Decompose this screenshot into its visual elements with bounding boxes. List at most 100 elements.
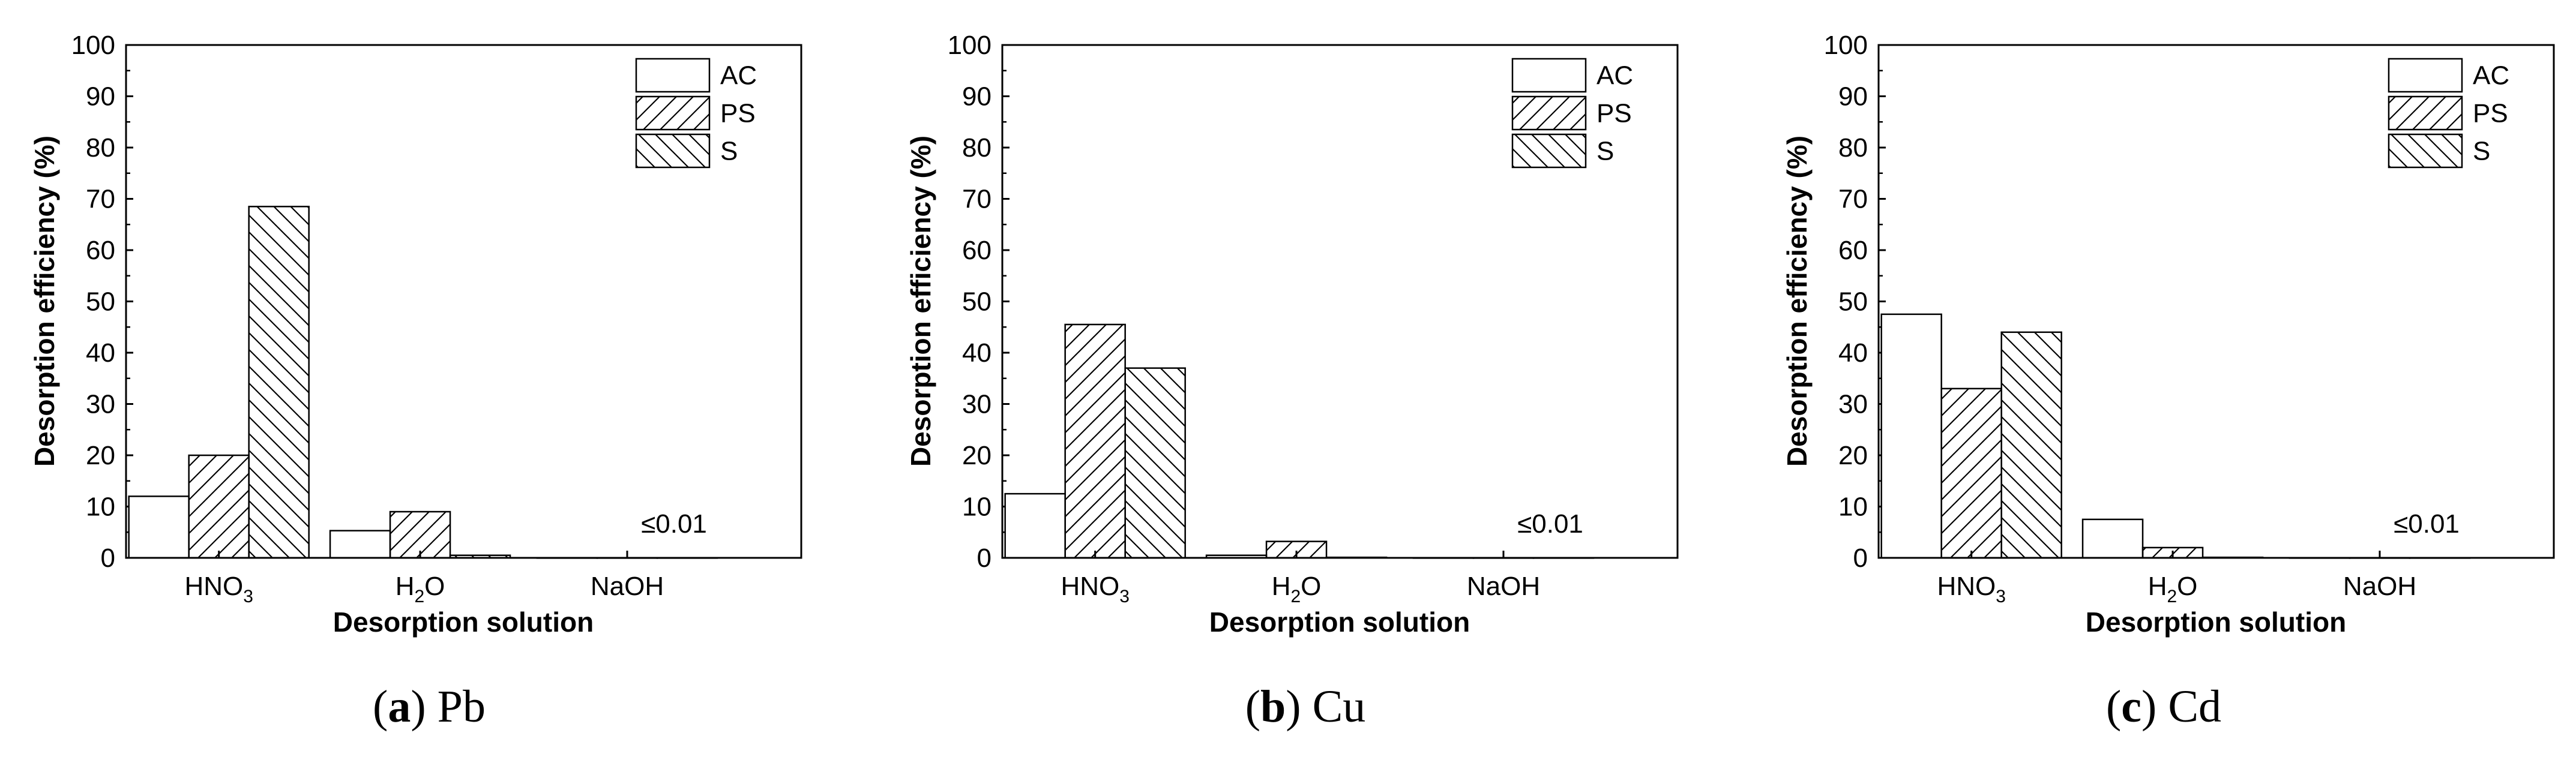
bar-ps bbox=[1940, 387, 2002, 559]
bar-ac bbox=[2081, 518, 2144, 559]
annotation-naoh: ≤0.01 bbox=[1517, 509, 1583, 539]
ytick-label: 40 bbox=[1838, 338, 1868, 368]
bar-ps bbox=[1064, 323, 1126, 559]
legend-label-s: S bbox=[1596, 137, 1614, 166]
xtick-label-base: HNO bbox=[1061, 572, 1119, 601]
bars bbox=[1004, 323, 1595, 559]
ytick-label: 20 bbox=[962, 441, 992, 470]
annotation-naoh: ≤0.01 bbox=[641, 509, 707, 539]
ytick-label: 70 bbox=[86, 185, 115, 214]
caption-text: Cu bbox=[1312, 681, 1366, 732]
annotation-naoh: ≤0.01 bbox=[2394, 509, 2460, 539]
ytick-marks bbox=[126, 44, 133, 559]
bar-ac bbox=[1004, 492, 1066, 559]
legend-swatch-ps bbox=[635, 95, 711, 131]
panel-caption: (a) Pb bbox=[373, 681, 486, 732]
xtick-label-base: H bbox=[1272, 572, 1291, 601]
xtick-label-subscript: 2 bbox=[2167, 587, 2177, 606]
y-axis-label: Desorption efficiency (%) bbox=[905, 136, 936, 467]
bar-s bbox=[2000, 331, 2062, 559]
bar-ac bbox=[1880, 313, 1942, 559]
legend-swatch-s bbox=[2388, 133, 2463, 169]
xtick-label-tail: O bbox=[1301, 572, 1321, 601]
ytick-label: 80 bbox=[1838, 133, 1868, 163]
ytick-labels: 0 10 20 30 40 50 60 70 80 90 100 bbox=[71, 31, 115, 573]
xtick-label: NaOH bbox=[591, 572, 664, 601]
chart-panel-pb: 0 10 20 30 40 50 60 70 80 90 100 HNO3 H2O NaOH Desor… bbox=[0, 0, 858, 757]
ytick-label: 0 bbox=[1853, 543, 1868, 573]
xtick-label: H2O bbox=[2148, 572, 2198, 606]
ytick-label: 10 bbox=[1838, 492, 1868, 522]
xtick-label-base: NaOH bbox=[2343, 572, 2416, 601]
bars bbox=[128, 206, 718, 559]
panel-caption: (b) Cu bbox=[1245, 681, 1366, 732]
xtick-labels: HNO3 H2O NaOH bbox=[1937, 572, 2416, 606]
legend: AC PS S bbox=[2388, 58, 2509, 169]
xtick-label-subscript: 2 bbox=[414, 587, 424, 606]
xtick-label-subscript: 2 bbox=[1290, 587, 1301, 606]
ytick-label: 60 bbox=[962, 236, 992, 265]
ytick-label: 10 bbox=[86, 492, 115, 522]
ytick-label: 10 bbox=[962, 492, 992, 522]
legend: AC PS S bbox=[635, 58, 757, 169]
ytick-label: 50 bbox=[1838, 287, 1868, 317]
ytick-label: 70 bbox=[1838, 185, 1868, 214]
y-axis-label: Desorption efficiency (%) bbox=[1781, 136, 1813, 467]
x-axis-label: Desorption solution bbox=[333, 606, 594, 638]
legend-label-ac: AC bbox=[1596, 61, 1633, 91]
caption-letter: c bbox=[2121, 681, 2142, 732]
xtick-label-base: NaOH bbox=[1467, 572, 1540, 601]
caption-text: Cd bbox=[2168, 681, 2222, 732]
ytick-label: 20 bbox=[86, 441, 115, 470]
ytick-label: 90 bbox=[1838, 82, 1868, 112]
plot-frame bbox=[1877, 44, 2555, 559]
legend-swatch-ac bbox=[635, 58, 711, 93]
ytick-label: 90 bbox=[86, 82, 115, 112]
bar-ps bbox=[188, 454, 250, 559]
legend-label-ps: PS bbox=[1596, 99, 1632, 128]
ytick-label: 60 bbox=[86, 236, 115, 265]
ytick-label: 80 bbox=[86, 133, 115, 163]
xtick-label: HNO3 bbox=[1937, 572, 2005, 606]
chart-svg-cd: 0 10 20 30 40 50 60 70 80 90 100 HNO3 H2O NaOH Desor… bbox=[1781, 31, 2555, 638]
xtick-label-base: H bbox=[396, 572, 415, 601]
bar-s bbox=[1124, 367, 1186, 559]
xtick-label: HNO3 bbox=[184, 572, 253, 606]
xtick-label: NaOH bbox=[1467, 572, 1540, 601]
xtick-label-base: HNO bbox=[1937, 572, 1996, 601]
ytick-label: 30 bbox=[86, 390, 115, 419]
ytick-label: 50 bbox=[86, 287, 115, 317]
xtick-label-base: NaOH bbox=[591, 572, 664, 601]
bar-ac bbox=[128, 495, 190, 559]
ytick-label: 80 bbox=[962, 133, 992, 163]
ytick-label: 100 bbox=[1824, 31, 1868, 60]
xtick-labels: HNO3 H2O NaOH bbox=[184, 572, 664, 606]
legend-swatch-ac bbox=[1511, 58, 1587, 93]
ytick-label: 30 bbox=[962, 390, 992, 419]
xtick-labels: HNO3 H2O NaOH bbox=[1061, 572, 1540, 606]
y-axis-label: Desorption efficiency (%) bbox=[29, 136, 60, 467]
legend-swatch-ps bbox=[2388, 95, 2463, 131]
chart-panel-cu: 0 10 20 30 40 50 60 70 80 90 100 HNO3 H2O NaOH Desor… bbox=[876, 0, 1735, 757]
xtick-label-subscript: 3 bbox=[1119, 587, 1130, 606]
xtick-label-base: HNO bbox=[184, 572, 243, 601]
xtick-label: H2O bbox=[396, 572, 445, 606]
legend-swatch-ps bbox=[1511, 95, 1587, 131]
bars bbox=[1880, 313, 2471, 559]
xtick-label-subscript: 3 bbox=[1996, 587, 2006, 606]
legend-label-s: S bbox=[2473, 137, 2490, 166]
legend-label-s: S bbox=[720, 137, 738, 166]
ytick-label: 60 bbox=[1838, 236, 1868, 265]
x-axis-label: Desorption solution bbox=[1209, 606, 1470, 638]
legend-swatch-s bbox=[1511, 133, 1587, 169]
ytick-label: 0 bbox=[977, 543, 992, 573]
xtick-label-subscript: 3 bbox=[243, 587, 253, 606]
ytick-label: 20 bbox=[1838, 441, 1868, 470]
xtick-label: H2O bbox=[1272, 572, 1322, 606]
legend-label-ac: AC bbox=[2473, 61, 2509, 91]
ytick-labels: 0 10 20 30 40 50 60 70 80 90 100 bbox=[1824, 31, 1868, 573]
plot-frame bbox=[1001, 44, 1679, 559]
ytick-marks bbox=[1002, 44, 1010, 559]
ytick-label: 40 bbox=[86, 338, 115, 368]
chart-svg-pb: 0 10 20 30 40 50 60 70 80 90 100 HNO3 H2O NaOH Desor… bbox=[29, 31, 802, 638]
